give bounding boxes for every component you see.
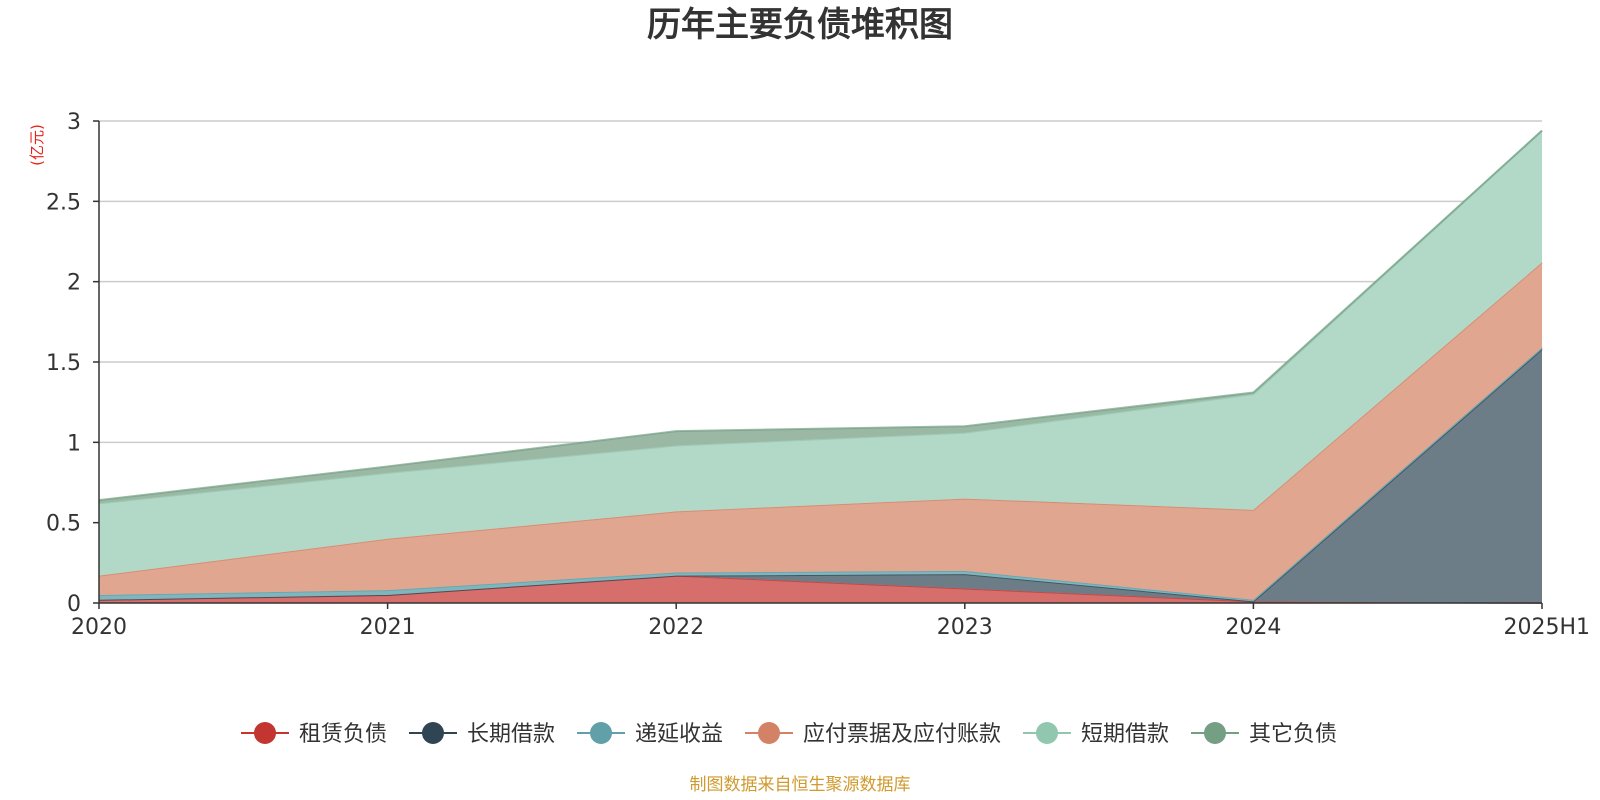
y-axis-unit-label: (亿元) (28, 124, 46, 166)
legend-marker-4 (758, 722, 780, 744)
legend-label-3: 递延收益 (635, 722, 723, 747)
legend-label-4: 应付票据及应付账款 (803, 722, 1001, 747)
data-source-note: 制图数据来自恒生聚源数据库 (690, 775, 911, 795)
x-tick-label: 2021 (360, 615, 416, 640)
area-1 (99, 575, 1542, 603)
x-tick-label: 2023 (937, 615, 993, 640)
y-tick-label: 1.5 (46, 351, 81, 376)
area-series (98, 129, 1543, 604)
series-line-6 (98, 129, 1543, 502)
y-tick-label: 1 (67, 431, 81, 456)
x-tick-label: 2024 (1225, 615, 1281, 640)
x-tick-label: 2020 (71, 615, 127, 640)
legend: 租赁负债 长期借款 递延收益 应付票据及应付账款 短期借款 其它负债 (241, 722, 1337, 747)
y-tick-label: 3 (67, 110, 81, 135)
chart-title: 历年主要负债堆积图 (647, 5, 953, 45)
legend-marker-3 (590, 722, 612, 744)
x-tick-label: 2025H1 (1503, 615, 1590, 640)
axes: 0 0.5 1 1.5 2 2.5 3 2020 2021 2022 2023 2024 2025H1 (46, 110, 1590, 640)
legend-marker-5 (1036, 722, 1058, 744)
area-4 (99, 262, 1542, 600)
legend-label-1: 租赁负债 (299, 722, 387, 747)
legend-marker-2 (422, 722, 444, 744)
legend-marker-6 (1204, 722, 1226, 744)
y-tick-label: 2.5 (46, 190, 81, 215)
y-tick-label: 2 (67, 271, 81, 296)
legend-label-2: 长期借款 (467, 722, 555, 747)
x-tick-label: 2022 (648, 615, 704, 640)
legend-label-5: 短期借款 (1081, 722, 1169, 747)
legend-label-6: 其它负债 (1249, 722, 1337, 747)
legend-marker-1 (254, 722, 276, 744)
y-tick-label: 0 (67, 592, 81, 617)
area-2 (99, 349, 1542, 603)
area-5 (99, 130, 1542, 576)
y-tick-label: 0.5 (46, 512, 81, 537)
